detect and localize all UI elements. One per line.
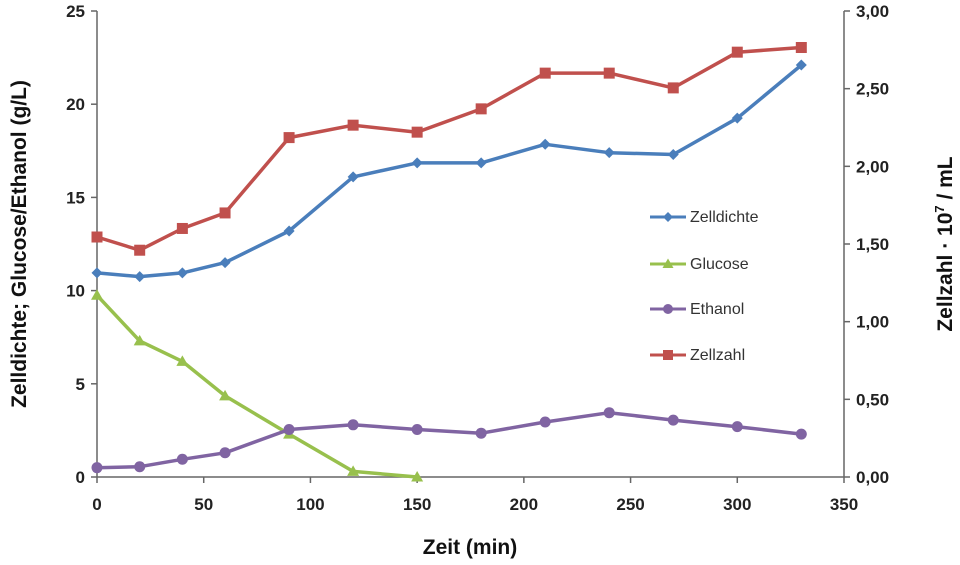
x-axis-title: Zeit (min) (423, 536, 518, 559)
data-point-zellzahl (475, 103, 487, 115)
data-point-zelldichte (411, 157, 423, 169)
data-point-zelldichte (539, 138, 551, 150)
data-point-zelldichte (134, 271, 146, 283)
series-line-ethanol (96, 410, 802, 470)
x-tick-label: 300 (723, 495, 751, 514)
axes (96, 11, 845, 478)
legend-marker-zelldichte (663, 212, 673, 222)
data-point-zelldichte (475, 157, 487, 169)
data-point-zelldichte (603, 147, 615, 159)
y-left-tick-label: 25 (66, 2, 85, 21)
data-point-glucose (347, 465, 360, 476)
data-point-zellzahl (411, 126, 423, 138)
data-point-ethanol (475, 427, 487, 439)
data-point-ethanol (283, 423, 295, 435)
data-point-zellzahl (219, 207, 231, 219)
legend-item-glucose: Glucose (650, 256, 749, 273)
data-point-zellzahl (731, 46, 743, 58)
legend-item-zellzahl: Zellzahl (650, 347, 745, 364)
y-right-tick-label: 3,00 (856, 2, 889, 21)
series-line-zelldichte (96, 63, 803, 279)
legend-label-glucose: Glucose (690, 256, 749, 273)
legend-label-ethanol: Ethanol (690, 301, 744, 318)
legend-marker-glucose (662, 258, 674, 268)
data-point-zelldichte (795, 59, 807, 71)
data-point-zelldichte (283, 225, 295, 237)
data-point-zellzahl (347, 119, 359, 131)
data-point-zelldichte (176, 267, 188, 279)
series-layer (91, 42, 807, 482)
legend-label-zelldichte: Zelldichte (690, 209, 759, 226)
data-point-zelldichte (731, 112, 743, 124)
x-tick-label: 200 (510, 495, 538, 514)
data-point-zellzahl (539, 67, 551, 79)
x-tick-label: 0 (92, 495, 101, 514)
data-point-glucose (133, 334, 146, 346)
data-point-zellzahl (91, 231, 103, 243)
data-point-ethanol (539, 416, 551, 428)
legend-marker-ethanol (663, 304, 673, 314)
data-point-zelldichte (347, 171, 359, 183)
y-right-tick-label: 2,00 (856, 157, 889, 176)
y-right-tick-label: 0,00 (856, 468, 889, 487)
y-right-tick-label: 1,50 (856, 235, 889, 254)
data-point-ethanol (219, 447, 231, 459)
data-point-zellzahl (795, 42, 807, 54)
x-tick-label: 250 (616, 495, 644, 514)
data-point-zellzahl (134, 244, 146, 256)
y-left-tick-label: 0 (76, 468, 85, 487)
x-tick-label: 50 (194, 495, 213, 514)
data-point-zellzahl (283, 132, 295, 144)
data-point-zellzahl (603, 67, 615, 79)
data-point-glucose (219, 389, 232, 401)
legend-label-zellzahl: Zellzahl (690, 347, 745, 364)
data-point-ethanol (667, 414, 679, 426)
data-point-ethanol (603, 407, 615, 419)
y-left-tick-label: 15 (66, 188, 85, 207)
y-right-tick-label: 0,50 (856, 390, 889, 409)
data-point-zelldichte (91, 267, 103, 279)
y-right-tick-label: 1,00 (856, 313, 889, 332)
legend-item-ethanol: Ethanol (650, 301, 744, 318)
data-point-glucose (176, 355, 189, 366)
y-left-tick-label: 5 (76, 375, 85, 394)
legend: Zelldichte Glucose Ethanol Zellzahl (650, 209, 759, 364)
data-point-ethanol (176, 453, 188, 465)
y-axis-left-title: Zelldichte; Glucose/Ethanol (g/L) (8, 80, 31, 408)
series-line-glucose (95, 294, 418, 479)
y-left-tick-label: 20 (66, 95, 85, 114)
data-point-zellzahl (176, 222, 188, 234)
data-point-ethanol (411, 423, 423, 435)
data-point-zellzahl (667, 82, 679, 94)
data-point-ethanol (347, 419, 359, 431)
ticks: 0 50 100 150 200 250 300 350 0 5 10 15 20 25 0,00 0,50 1… (66, 2, 889, 514)
data-point-zelldichte (667, 149, 679, 161)
data-point-zelldichte (219, 257, 231, 269)
data-point-ethanol (795, 428, 807, 440)
y-axis-right-title-prefix: Zellzahl · 10 (934, 213, 957, 332)
x-tick-label: 100 (296, 495, 324, 514)
data-point-ethanol (731, 421, 743, 433)
data-point-glucose (91, 289, 103, 300)
y-axis-right-title-exponent: 7 (932, 205, 947, 212)
y-axis-right-title: Zellzahl · 107 / mL (932, 156, 957, 331)
x-tick-label: 350 (830, 495, 858, 514)
x-tick-label: 150 (403, 495, 431, 514)
data-point-ethanol (134, 461, 146, 473)
y-left-tick-label: 10 (66, 282, 85, 301)
data-point-glucose (411, 471, 424, 482)
legend-marker-zellzahl (663, 350, 673, 360)
y-right-tick-label: 2,50 (856, 80, 889, 99)
legend-item-zelldichte: Zelldichte (650, 209, 759, 226)
y-axis-right-title-suffix: / mL (934, 156, 957, 205)
data-point-ethanol (91, 462, 103, 474)
